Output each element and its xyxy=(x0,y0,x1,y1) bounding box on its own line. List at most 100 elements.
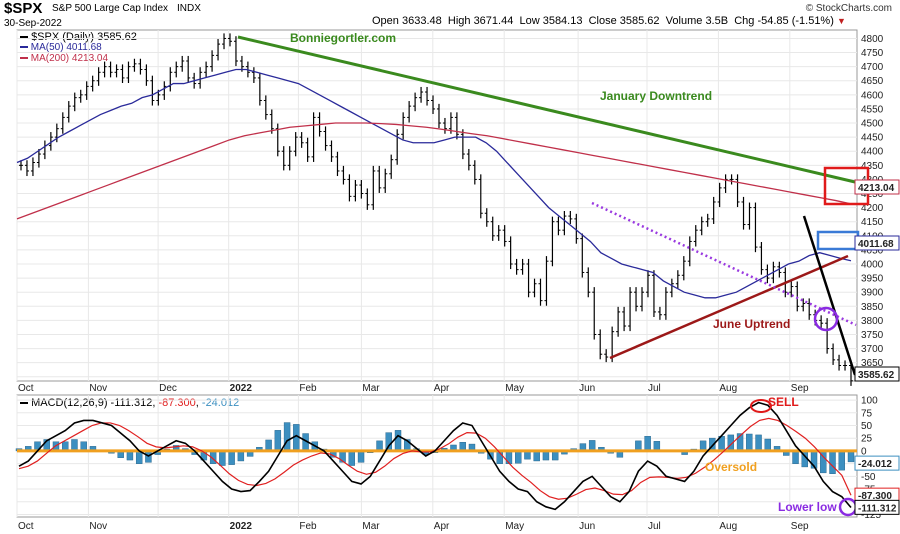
price-y-tick-label: 4250 xyxy=(861,189,884,200)
close-price-tag: 3585.62 xyxy=(858,370,895,381)
oversold-label: Oversold xyxy=(705,460,757,474)
macd-histogram-bar xyxy=(755,434,762,452)
price-y-tick-label: 3650 xyxy=(861,358,884,369)
january-downtrend-line xyxy=(237,35,856,184)
macd-histogram-bar xyxy=(792,450,799,464)
macd-histogram-bar xyxy=(515,450,522,464)
ma50-price-tag-box xyxy=(854,235,900,251)
ma200-legend-text: MA(200) 4213.04 xyxy=(30,53,109,64)
sell-circle xyxy=(750,399,772,413)
price-legend: $SPX (Daily) 3585.62 xyxy=(20,31,137,43)
price-x-tick-label: 2022 xyxy=(230,383,253,394)
price-y-tick-label: 3950 xyxy=(861,274,884,285)
macd-x-tick-label: Jun xyxy=(579,521,595,532)
ma200-legend-swatch xyxy=(20,57,28,60)
macd-y-tick-label: 50 xyxy=(861,421,873,432)
low-value: 3584.13 xyxy=(542,15,583,27)
macd-histogram-bar xyxy=(847,450,855,463)
ma50-price-tag: 4011.68 xyxy=(858,239,894,250)
macd-x-tick-label: Jul xyxy=(648,521,661,532)
watermark: © StockCharts.com xyxy=(805,3,892,14)
macd-histogram-bar xyxy=(746,433,753,452)
september-decline-line xyxy=(802,215,857,376)
macd-histogram-bar xyxy=(348,450,355,466)
macd-legend-swatch xyxy=(20,402,28,405)
june-uptrend-line xyxy=(609,254,849,360)
price-y-tick-label: 4650 xyxy=(861,76,884,87)
macd-x-tick-label: Mar xyxy=(362,521,380,532)
macd-histogram-bar xyxy=(829,450,836,474)
price-legend-text: $SPX (Daily) 3585.62 xyxy=(31,31,137,43)
price-x-tick-label: May xyxy=(505,383,524,394)
close-price-tag-box xyxy=(854,366,900,382)
symbol-name: S&P 500 Large Cap Index xyxy=(52,3,169,14)
macd-histogram-bar xyxy=(237,450,245,462)
macd-y-tick-label: 25 xyxy=(861,434,873,445)
macd-x-tick-label: Apr xyxy=(434,521,450,532)
chg-value: -54.85 (-1.51%) xyxy=(757,15,834,27)
macd-value-tag-box xyxy=(854,499,900,515)
macd-histogram-bar xyxy=(357,450,365,463)
ma50-highlight-box xyxy=(816,230,860,251)
price-x-tick-label: Jul xyxy=(648,383,661,394)
macd-y-tick-label: 75 xyxy=(861,408,873,419)
price-legend-swatch xyxy=(20,36,28,39)
macd-histogram-bar xyxy=(71,439,78,452)
price-y-tick-label: 4350 xyxy=(861,161,884,172)
price-y-tick-label: 4200 xyxy=(861,203,884,214)
macd-hist-tag: -24.012 xyxy=(858,459,892,470)
volume-label: Volume xyxy=(665,15,703,27)
volume-value: 3.5B xyxy=(705,15,729,27)
price-y-tick-label: 4750 xyxy=(861,48,884,59)
macd-x-tick-label: May xyxy=(505,521,524,532)
high-label: High xyxy=(447,15,471,27)
june-uptrend-label: June Uptrend xyxy=(713,317,790,331)
macd-signal-tag: -87.300 xyxy=(858,491,892,502)
macd-y-tick-label: -125 xyxy=(861,510,881,521)
macd-histogram-bar xyxy=(838,450,845,471)
price-y-tick-label: 4150 xyxy=(861,217,884,228)
macd-histogram-bar xyxy=(533,450,540,462)
macd-histogram-bar xyxy=(699,440,707,452)
price-y-tick-label: 4000 xyxy=(861,260,884,271)
sell-label: SELL xyxy=(768,395,799,409)
macd-panel-frame xyxy=(16,394,858,518)
price-y-tick-label: 4700 xyxy=(861,62,884,73)
price-y-tick-label: 4450 xyxy=(861,133,884,144)
macd-x-tick-label: 2022 xyxy=(230,521,253,532)
price-y-tick-label: 4550 xyxy=(861,104,884,115)
price-y-tick-label: 4600 xyxy=(861,90,884,101)
ma200-price-tag: 4213.04 xyxy=(858,183,895,194)
price-x-tick-label: Feb xyxy=(299,383,317,394)
macd-histogram-bar xyxy=(274,430,282,452)
price-y-tick-label: 4500 xyxy=(861,119,884,130)
dotted-trend-line xyxy=(591,201,857,327)
macd-histogram-bar xyxy=(219,450,226,466)
price-low-circle xyxy=(813,306,839,332)
ma50-legend: MA(50) 4011.68 xyxy=(20,42,102,53)
price-x-tick-label: Jun xyxy=(579,383,595,394)
macd-histogram-bar xyxy=(644,436,651,452)
macd-histogram-bar xyxy=(764,438,771,452)
macd-histogram-bar xyxy=(394,430,402,452)
macd-value-tag: -111.312 xyxy=(858,503,897,514)
price-y-tick-label: 3750 xyxy=(861,330,884,341)
price-y-tick-label: 4800 xyxy=(861,34,884,45)
ma200-price-tag-box xyxy=(854,179,900,195)
price-x-tick-label: Oct xyxy=(18,383,34,394)
high-value: 3671.44 xyxy=(473,15,514,27)
macd-x-tick-label: Nov xyxy=(89,521,107,532)
close-label: Close xyxy=(588,15,617,27)
macd-x-tick-label: Aug xyxy=(719,521,737,532)
price-y-tick-label: 3800 xyxy=(861,316,884,327)
site-label: Bonniegortler.com xyxy=(290,31,396,45)
macd-histogram-bar xyxy=(265,439,272,452)
january-downtrend-label: January Downtrend xyxy=(600,89,712,103)
macd-line xyxy=(18,401,852,511)
price-y-tick-label: 4400 xyxy=(861,147,884,158)
ma50-legend-text: MA(50) 4011.68 xyxy=(30,42,102,53)
price-y-tick-label: 3900 xyxy=(861,288,884,299)
price-x-tick-label: Apr xyxy=(434,383,450,394)
ma50-legend-swatch xyxy=(20,46,28,49)
